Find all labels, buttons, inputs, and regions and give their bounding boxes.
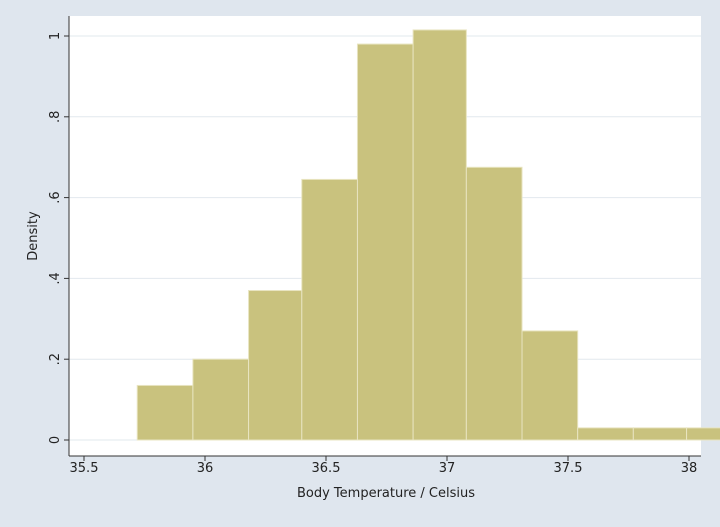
x-tick-label: 36.5 xyxy=(312,461,341,476)
y-axis-label: Density xyxy=(26,211,41,261)
histogram-bar xyxy=(412,29,467,441)
x-tick-label: 38 xyxy=(681,461,698,476)
histogram-bar xyxy=(192,358,250,441)
histogram-bar xyxy=(356,43,414,441)
bars xyxy=(136,29,720,441)
y-tick-label: .8 xyxy=(48,111,63,123)
axes: 35.5 36 36.5 37 37.5 38 0 .2 .4 .6 .8 1 xyxy=(48,16,701,476)
y-tick-label: .4 xyxy=(48,272,63,284)
histogram-bar xyxy=(465,166,523,441)
histogram-bar xyxy=(632,427,688,441)
y-tick-label: 1 xyxy=(48,32,63,40)
histogram-bar xyxy=(136,384,194,441)
x-axis-label: Body Temperature / Celsius xyxy=(297,486,475,501)
histogram-bar xyxy=(686,427,720,441)
x-tick-label: 35.5 xyxy=(70,461,99,476)
histogram-bar xyxy=(301,178,358,441)
x-tick-label: 36 xyxy=(197,461,214,476)
histogram-bar xyxy=(577,427,634,441)
x-tick-label: 37.5 xyxy=(554,461,583,476)
y-tick-label: .6 xyxy=(48,191,63,203)
y-tick-label: 0 xyxy=(48,436,63,444)
y-tick-label: .2 xyxy=(48,353,63,365)
histogram-bar xyxy=(521,330,579,441)
histogram-bar xyxy=(248,290,303,441)
x-tick-label: 37 xyxy=(439,461,456,476)
